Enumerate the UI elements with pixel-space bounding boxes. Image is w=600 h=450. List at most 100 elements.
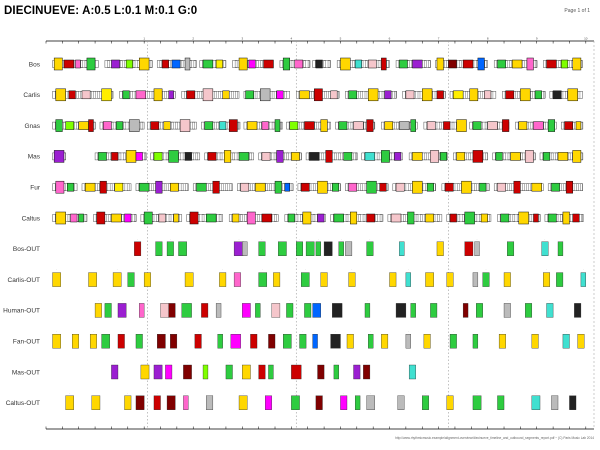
event-bar [204, 121, 214, 130]
segment-subcell [123, 121, 127, 130]
event-bar [551, 395, 559, 410]
segment-subcell [364, 91, 368, 99]
event-bar [405, 90, 415, 100]
segment-subcell [240, 214, 243, 222]
segment-subcell [363, 121, 366, 130]
segment-subcell [237, 121, 241, 130]
segment-subcell [265, 183, 268, 191]
event-marker: · [450, 268, 451, 272]
event-bar [484, 90, 492, 100]
segment-subcell [522, 183, 525, 191]
segment-subcell [76, 121, 79, 130]
event-bar [531, 182, 542, 192]
event-bar [294, 59, 304, 69]
segment-subcell [396, 121, 399, 130]
event-bar [412, 180, 423, 194]
event-bar [86, 57, 96, 71]
event-bar [305, 241, 315, 256]
event-bar [366, 180, 377, 194]
event-bar [135, 334, 143, 349]
event-bar [91, 395, 101, 410]
event-bar [397, 395, 405, 410]
event-bar [405, 334, 411, 349]
segment-subcell [168, 214, 172, 222]
event-bar [98, 152, 107, 161]
event-bar [96, 211, 106, 225]
segment-subcell [132, 60, 136, 68]
event-bar [289, 121, 299, 130]
event-bar [474, 241, 480, 256]
segment-subcell [271, 121, 275, 130]
event-bar [456, 152, 466, 161]
segment-subcell [338, 152, 341, 161]
event-bar [276, 150, 284, 163]
event-bar [173, 213, 179, 223]
event-bar [572, 150, 582, 163]
event-bar [518, 121, 528, 130]
event-bar [436, 241, 444, 256]
segment-subcell [394, 91, 397, 99]
event-bar [497, 59, 506, 69]
event-bar [168, 150, 179, 163]
event-bar [55, 180, 65, 194]
event-bar [430, 303, 438, 318]
segment-subcell [109, 183, 113, 191]
segment-subcell [303, 60, 306, 68]
segment-subcell [196, 91, 200, 99]
event-bar [531, 395, 541, 410]
event-bar [135, 90, 147, 100]
segment-subcell [223, 60, 226, 68]
top-mark-label: 7 [438, 37, 440, 41]
event-marker: · [271, 329, 272, 333]
segment-subcell [439, 121, 442, 130]
event-bar [278, 241, 287, 256]
event-bar [448, 59, 457, 69]
segment-subcell [376, 152, 380, 161]
segment-subcell [503, 152, 506, 161]
event-bar [569, 395, 577, 410]
segment-subcell [484, 60, 487, 68]
event-bar [168, 90, 174, 100]
event-bar [564, 121, 573, 130]
segment-subcell [76, 91, 79, 99]
event-marker: · [549, 298, 550, 302]
event-bar [472, 121, 482, 130]
event-bar [405, 272, 411, 287]
event-bar [317, 364, 325, 380]
segment-subcell [230, 91, 234, 99]
event-bar [312, 303, 321, 318]
event-bar [462, 59, 474, 69]
segment-subcell [225, 183, 228, 191]
event-bar [255, 182, 266, 192]
row-label: Bos-OUT [13, 246, 40, 253]
event-bar [439, 152, 448, 161]
event-bar [238, 395, 248, 410]
event-bar [505, 90, 515, 100]
event-bar [63, 59, 75, 69]
segment-subcell [159, 60, 163, 68]
row-label: Fan-OUT [13, 339, 40, 346]
event-bar [215, 303, 222, 318]
event-bar [572, 213, 580, 223]
event-bar [381, 57, 387, 71]
segment-subcell [156, 214, 159, 222]
segment-subcell [295, 214, 299, 222]
event-bar [444, 182, 454, 192]
event-bar [520, 88, 531, 102]
event-bar [547, 119, 555, 132]
event-marker: · [477, 237, 478, 241]
event-bar [55, 211, 66, 225]
segment-subcell [560, 214, 563, 222]
segment-subcell [558, 60, 561, 68]
segment-subcell [520, 152, 523, 161]
event-bar [315, 59, 323, 69]
event-marker: · [335, 329, 336, 333]
row-label: Fur [30, 185, 41, 192]
event-marker: · [507, 298, 508, 302]
event-marker: · [408, 329, 409, 333]
event-bar [55, 88, 66, 102]
event-bar [338, 121, 348, 130]
event-bar [577, 334, 585, 349]
event-bar [125, 59, 133, 69]
event-bar [472, 150, 484, 163]
